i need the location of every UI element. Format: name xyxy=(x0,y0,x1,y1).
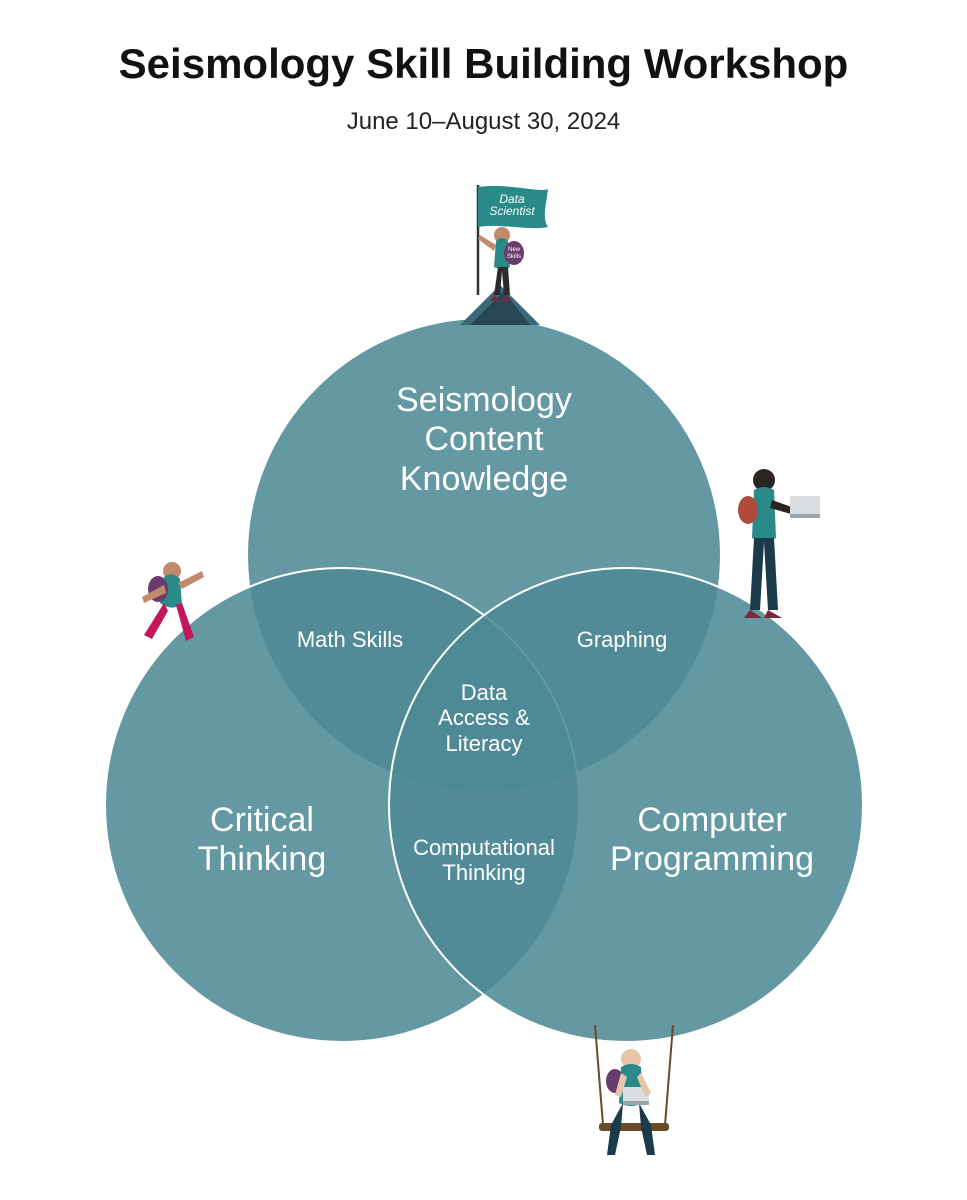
figure-laptop-person xyxy=(720,460,830,640)
infographic-page: Seismology Skill Building Workshop June … xyxy=(0,0,967,1200)
figure-swing-person xyxy=(555,1025,705,1175)
figure-flag-bearer: DataScientist NewSkills xyxy=(430,175,560,345)
figure-climber xyxy=(90,545,210,685)
svg-text:NewSkills: NewSkills xyxy=(507,247,521,260)
